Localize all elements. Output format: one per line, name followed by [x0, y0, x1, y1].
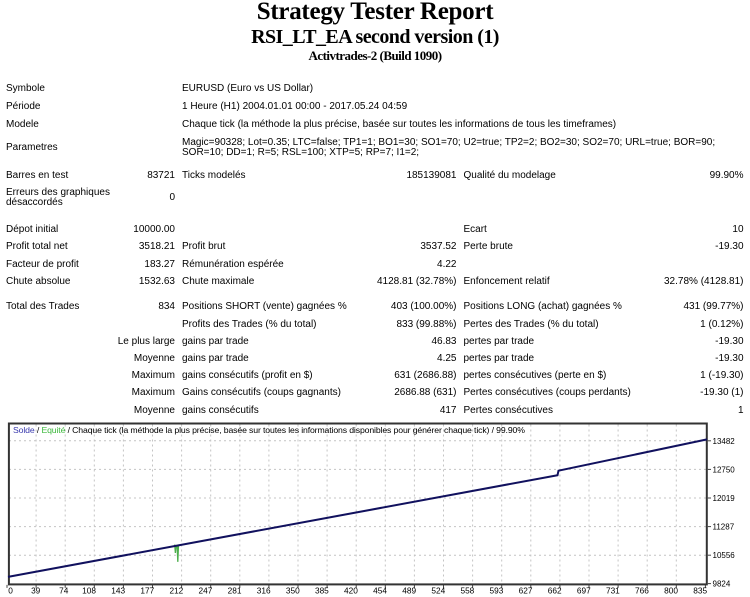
svg-text:420: 420: [344, 586, 358, 596]
svg-text:593: 593: [490, 586, 504, 596]
svg-text:800: 800: [664, 586, 678, 596]
svg-text:212: 212: [169, 586, 183, 596]
svg-text:697: 697: [577, 586, 591, 596]
svg-text:247: 247: [199, 586, 213, 596]
svg-text:12750: 12750: [713, 465, 736, 474]
svg-text:454: 454: [373, 586, 387, 596]
svg-text:143: 143: [111, 586, 125, 596]
svg-text:316: 316: [257, 586, 271, 596]
svg-text:524: 524: [431, 586, 445, 596]
svg-text:662: 662: [548, 586, 562, 596]
svg-text:0: 0: [8, 586, 13, 596]
svg-text:177: 177: [140, 586, 154, 596]
svg-text:558: 558: [460, 586, 474, 596]
svg-text:489: 489: [402, 586, 416, 596]
svg-text:731: 731: [606, 586, 620, 596]
svg-text:385: 385: [315, 586, 329, 596]
svg-text:Solde / Equité / Chaque tick (: Solde / Equité / Chaque tick (la méthode…: [13, 425, 525, 435]
svg-text:39: 39: [31, 586, 41, 596]
svg-text:13482: 13482: [713, 437, 736, 446]
svg-text:627: 627: [519, 586, 533, 596]
svg-text:281: 281: [228, 586, 242, 596]
svg-text:12019: 12019: [713, 494, 736, 503]
svg-text:108: 108: [82, 586, 96, 596]
svg-text:350: 350: [286, 586, 300, 596]
svg-text:835: 835: [693, 586, 707, 596]
svg-text:74: 74: [59, 586, 69, 596]
svg-text:11287: 11287: [713, 523, 735, 532]
svg-text:766: 766: [635, 586, 649, 596]
svg-text:10556: 10556: [713, 551, 736, 560]
svg-text:9824: 9824: [713, 580, 731, 589]
